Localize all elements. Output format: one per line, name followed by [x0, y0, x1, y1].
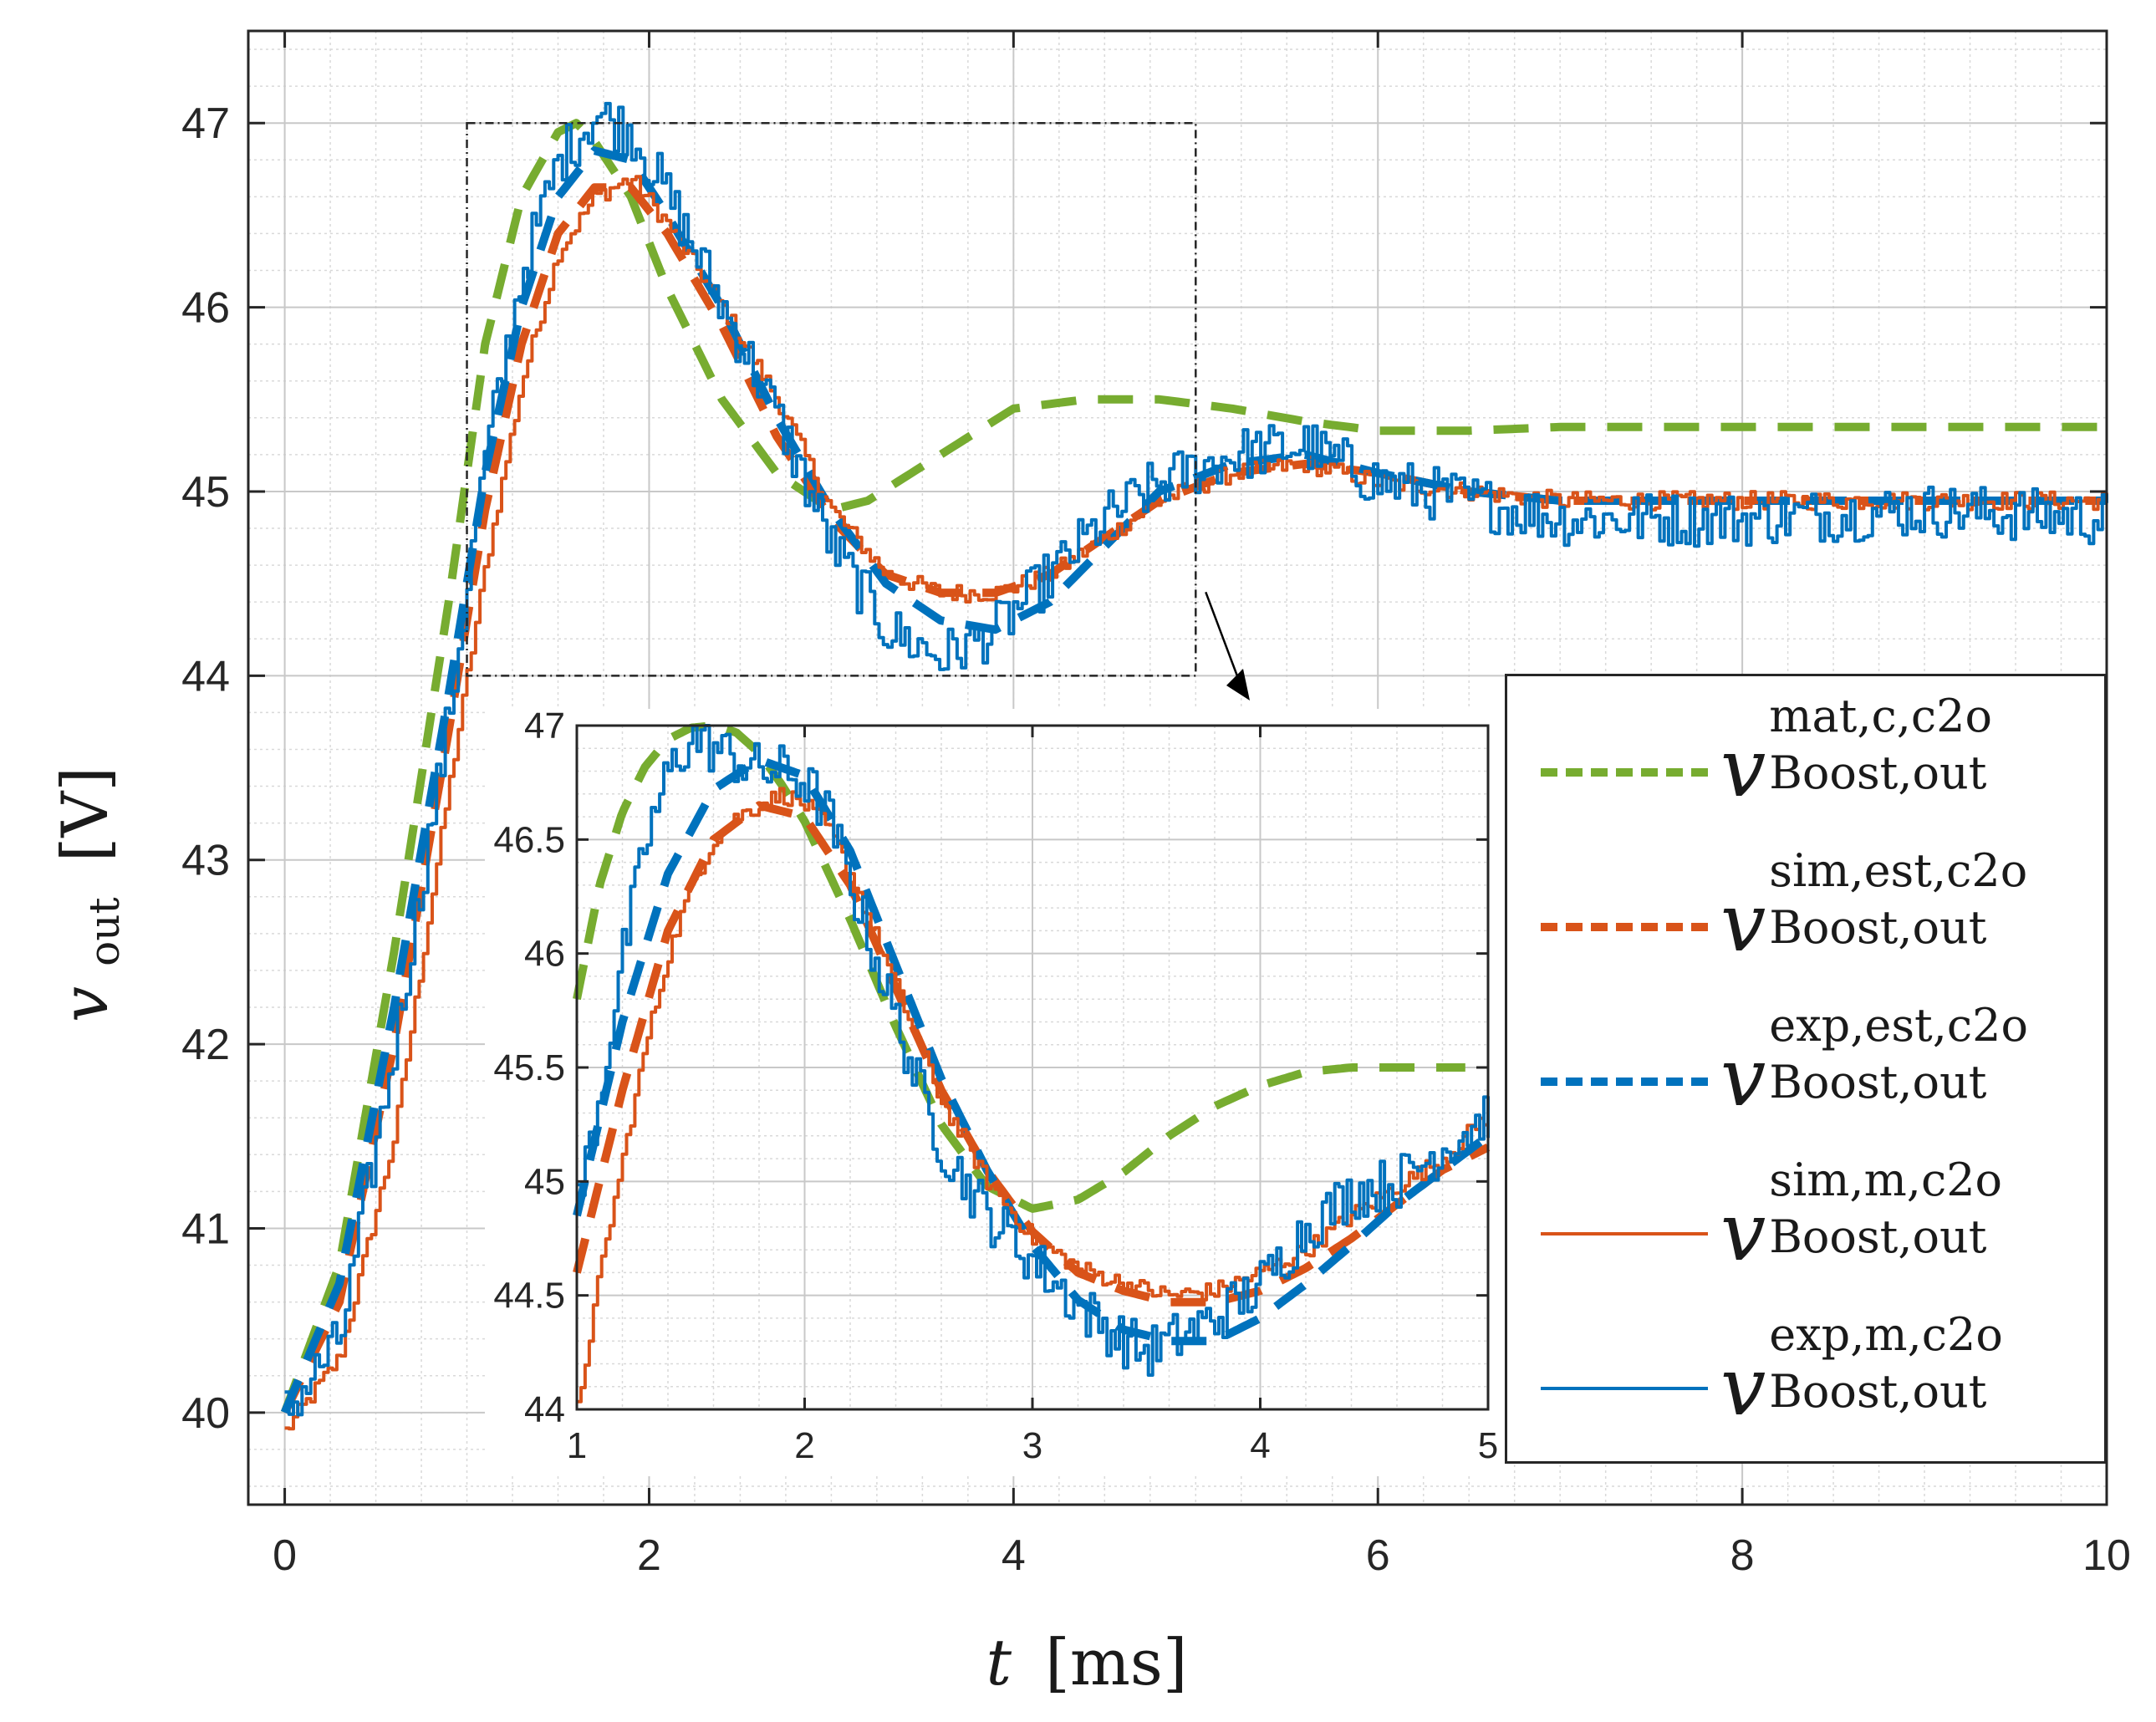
- legend-sub: Boost,out: [1769, 1210, 1987, 1263]
- series-line-0: [573, 721, 1467, 1213]
- y-tick-label: 46: [181, 284, 230, 333]
- y-tick-label: 44.5: [493, 1276, 565, 1317]
- y-tick-label: 45: [181, 468, 230, 517]
- legend-base: v: [1720, 1031, 1766, 1124]
- series-line-0: [280, 119, 2107, 1414]
- x-tick-label: 6: [1366, 1531, 1390, 1580]
- legend-sup: exp,est,c2o: [1769, 999, 2029, 1052]
- y-axis-label-var: v: [48, 986, 122, 1022]
- legend-sup: sim,m,c2o: [1769, 1154, 2003, 1206]
- x-tick-label: 4: [1002, 1531, 1026, 1580]
- x-tick-label: 1: [567, 1425, 587, 1466]
- legend-swatch-sim-est: [1541, 923, 1708, 931]
- legend-label-mat-c: v mat,c,c2o Boost,out: [1720, 690, 1993, 815]
- y-tick-label: 43: [181, 837, 230, 885]
- y-axis-label-sub: out: [80, 897, 129, 965]
- x-tick-label: 5: [1478, 1425, 1498, 1466]
- y-tick-label: 46.5: [493, 819, 565, 860]
- y-tick-label: 47: [181, 99, 230, 148]
- y-tick-label: 40: [181, 1389, 230, 1438]
- legend-sup: exp,m,c2o: [1769, 1308, 2003, 1361]
- legend-entry-exp-est: v exp,est,c2o Boost,out: [1507, 994, 2104, 1144]
- y-tick-label: 45: [524, 1161, 565, 1202]
- y-tick-label: 47: [524, 706, 565, 746]
- y-tick-label: 46: [524, 934, 565, 975]
- x-tick-label: 4: [1250, 1425, 1270, 1466]
- x-tick-label: 3: [1022, 1425, 1042, 1466]
- x-tick-label: 2: [794, 1425, 814, 1466]
- x-tick-label: 0: [273, 1531, 297, 1580]
- x-axis-label-var: t: [986, 1625, 1012, 1699]
- series-line-2: [573, 755, 1491, 1346]
- inset-ticks: [575, 724, 1490, 1411]
- inset-series-group: [573, 721, 1491, 1404]
- legend-base: v: [1720, 721, 1766, 815]
- legend-label-exp-est: v exp,est,c2o Boost,out: [1720, 1001, 2028, 1118]
- y-tick-label: 44: [181, 652, 230, 701]
- y-tick-label: 42: [181, 1021, 230, 1069]
- legend-base: v: [1720, 1340, 1766, 1434]
- svg-text:v out [V]: v out [V]: [48, 767, 134, 1022]
- legend-swatch-mat-c: [1541, 768, 1708, 777]
- series-line-4: [577, 724, 1490, 1377]
- legend-label-sim-m: v sim,m,c2o Boost,out: [1720, 1154, 2003, 1279]
- legend-entry-sim-m: v sim,m,c2o Boost,out: [1507, 1149, 2104, 1299]
- legend-label-exp-m: v exp,m,c2o Boost,out: [1720, 1308, 2003, 1434]
- legend-entry-exp-m: v exp,m,c2o Boost,out: [1507, 1303, 2104, 1454]
- y-tick-label: 41: [181, 1205, 230, 1253]
- legend-sub: Boost,out: [1769, 901, 1987, 954]
- legend-swatch-sim-m: [1541, 1232, 1708, 1235]
- zoom-arrow: [1205, 591, 1243, 688]
- main-plot-frame: [247, 29, 2108, 1506]
- legend-sub: Boost,out: [1769, 1056, 1987, 1108]
- legend-sup: mat,c,c2o: [1769, 690, 1993, 742]
- x-tick-label: 2: [637, 1531, 661, 1580]
- legend-sub: Boost,out: [1769, 1365, 1987, 1418]
- legend-base: v: [1720, 1185, 1766, 1279]
- legend-entry-mat-c: v mat,c,c2o Boost,out: [1507, 685, 2104, 835]
- x-axis-label-unit: [ms]: [1045, 1625, 1187, 1699]
- inset-background: [485, 709, 1505, 1476]
- series-line-3: [577, 787, 1490, 1404]
- y-tick-label: 45.5: [493, 1047, 565, 1088]
- legend-swatch-exp-est: [1541, 1078, 1708, 1086]
- legend-base: v: [1720, 876, 1766, 970]
- svg-text:t [ms]: t [ms]: [986, 1625, 1187, 1699]
- legend-entry-sim-est: v sim,est,c2o Boost,out: [1507, 839, 2104, 990]
- zoom-arrow-head: [1226, 669, 1250, 701]
- x-axis-label: t [ms]: [986, 1625, 1187, 1699]
- y-axis-label: v out [V]: [48, 767, 134, 1022]
- legend-label-sim-est: v sim,est,c2o Boost,out: [1720, 844, 2028, 970]
- x-tick-label: 10: [2082, 1531, 2131, 1580]
- legend-swatch-exp-m: [1541, 1387, 1708, 1390]
- legend: v mat,c,c2o Boost,out v sim,est,c2o Boost,ou…: [1505, 674, 2107, 1464]
- legend-sup: sim,est,c2o: [1769, 844, 2028, 897]
- y-axis-label-unit: [V]: [48, 767, 122, 862]
- zoom-region-rectangle: [466, 121, 1197, 677]
- legend-sub: Boost,out: [1769, 746, 1987, 799]
- x-tick-label: 8: [1730, 1531, 1755, 1580]
- y-tick-label: 44: [524, 1389, 565, 1430]
